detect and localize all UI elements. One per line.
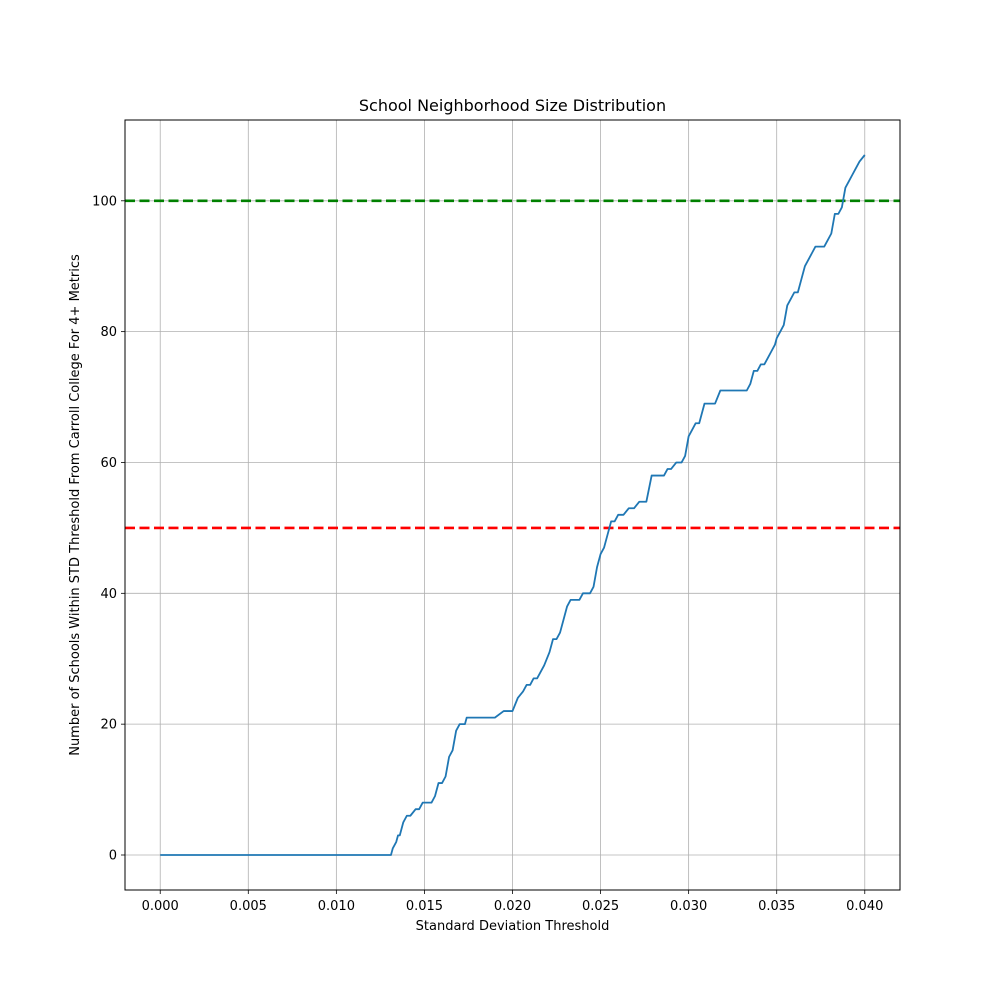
x-tick-label: 0.005	[230, 899, 267, 914]
y-tick-label: 20	[100, 718, 117, 733]
y-tick-label: 100	[92, 194, 117, 209]
grid	[125, 120, 900, 890]
x-tick-label: 0.035	[758, 899, 795, 914]
x-tick-label: 0.040	[846, 899, 883, 914]
reference-lines	[125, 199, 900, 530]
y-tick-label: 0	[109, 849, 117, 864]
x-tick-label: 0.025	[582, 899, 619, 914]
x-tick-label: 0.000	[142, 899, 179, 914]
x-axis-label: Standard Deviation Threshold	[416, 919, 610, 934]
y-tick-label: 40	[100, 587, 117, 602]
x-tick-label: 0.020	[494, 899, 531, 914]
series-layer	[160, 154, 866, 856]
x-tick-label: 0.030	[670, 899, 707, 914]
y-axis-label: Number of Schools Within STD Threshold F…	[68, 254, 83, 756]
x-axis-ticks: 0.000 0.005 0.010 0.015 0.020 0.025 0.030 0.035…	[142, 890, 883, 914]
x-tick-label: 0.010	[318, 899, 355, 914]
y-axis-ticks: 0 20 40 60 80 100	[92, 194, 125, 864]
series-line-0	[160, 154, 866, 856]
chart-title: School Neighborhood Size Distribution	[359, 96, 666, 115]
x-tick-label: 0.015	[406, 899, 443, 914]
y-tick-label: 80	[100, 325, 117, 340]
y-tick-label: 60	[100, 456, 117, 471]
